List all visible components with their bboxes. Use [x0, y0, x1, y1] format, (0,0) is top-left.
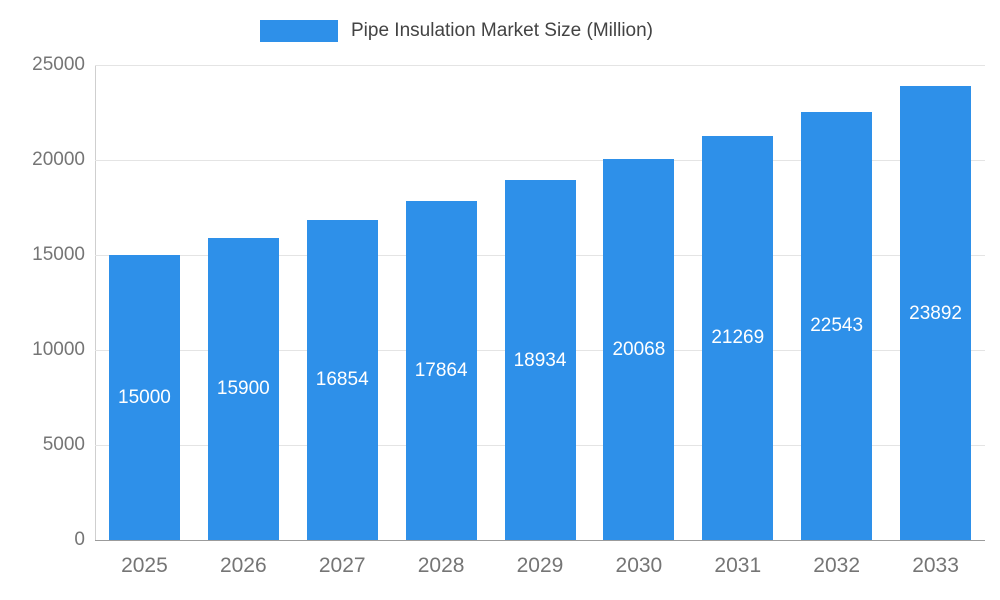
legend-swatch: [260, 20, 338, 42]
bar-2030[interactable]: 20068: [603, 158, 675, 540]
bar-2031[interactable]: 21269: [702, 135, 774, 540]
x-tick-label-2026: 2026: [219, 554, 267, 577]
y-tick-label-0: 0: [74, 529, 85, 550]
gridline-20000: [95, 160, 985, 161]
x-tick-label-2029: 2029: [516, 554, 564, 577]
bar-value-label: 18934: [513, 349, 567, 371]
bar-2032[interactable]: 22543: [801, 111, 873, 540]
bar-value-label: 17864: [414, 359, 468, 381]
x-tick-label-2028: 2028: [417, 554, 465, 577]
y-axis-line: [95, 65, 96, 540]
bar-2025[interactable]: 15000: [108, 255, 180, 540]
bar-value-label: 20068: [612, 338, 666, 360]
x-tick-label-2030: 2030: [615, 554, 663, 577]
legend: Pipe Insulation Market Size (Million): [260, 19, 653, 43]
x-tick-label-2027: 2027: [318, 554, 366, 577]
bar-2033[interactable]: 23892: [900, 86, 972, 540]
bar-value-label: 22543: [810, 315, 864, 337]
bar-2027[interactable]: 16854: [306, 219, 378, 540]
y-tick-label-10000: 10000: [32, 339, 85, 360]
y-tick-label-15000: 15000: [32, 244, 85, 265]
bar-value-label: 16854: [315, 369, 369, 391]
bar-2026[interactable]: 15900: [207, 237, 279, 540]
bar-value-label: 23892: [909, 302, 962, 324]
x-tick-label-2032: 2032: [813, 554, 861, 577]
gridline-0: [95, 540, 985, 541]
bar-value-label: 15900: [216, 378, 270, 400]
bar-value-label: 15000: [118, 387, 171, 408]
y-tick-label-5000: 5000: [42, 434, 85, 455]
x-tick-label-2025: 2025: [121, 554, 168, 577]
plot-area: 15000 15900 16854 17864 18934 20068 21269 22543…: [95, 65, 985, 541]
legend-label: Pipe Insulation Market Size (Million): [351, 20, 654, 41]
x-tick-label-2033: 2033: [912, 554, 959, 577]
y-tick-label-20000: 20000: [32, 149, 85, 170]
gridline-25000: [95, 65, 985, 66]
bar-value-label: 21269: [711, 327, 765, 349]
x-tick-label-2031: 2031: [714, 554, 762, 577]
bar-2029[interactable]: 18934: [504, 180, 576, 540]
bar-2028[interactable]: 17864: [405, 200, 477, 540]
y-tick-label-25000: 25000: [32, 54, 85, 75]
